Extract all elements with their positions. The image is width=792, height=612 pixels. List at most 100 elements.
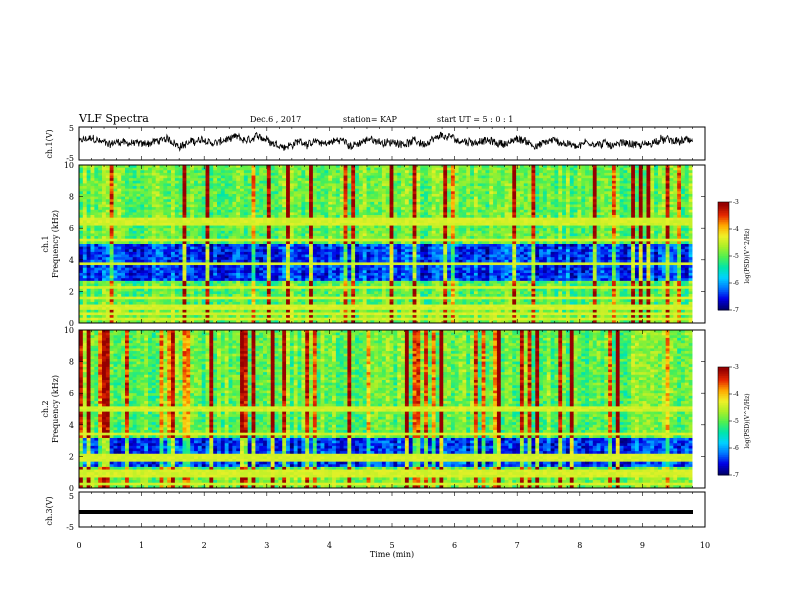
spectrogram-cell: [171, 210, 175, 213]
spectrogram-cell: [543, 170, 547, 173]
spectrogram-cell: [332, 226, 336, 229]
spectrogram-cell: [451, 241, 455, 244]
spectrogram-cell: [202, 183, 206, 186]
spectrogram-cell: [478, 223, 482, 226]
spectrogram-cell: [252, 181, 256, 184]
spectrogram-cell: [156, 205, 160, 208]
spectrogram-cell: [313, 202, 317, 205]
spectrogram-cell: [677, 233, 681, 236]
spectrogram-cell: [673, 178, 677, 181]
spectrogram-cell: [110, 236, 114, 239]
spectrogram-cell: [627, 226, 631, 229]
spectrogram-cell: [401, 223, 405, 226]
spectrogram-cell: [198, 176, 202, 179]
spectrogram-cell: [401, 181, 405, 184]
spectrogram-cell: [175, 181, 179, 184]
spectrogram-cell: [428, 168, 432, 171]
spectrogram-cell: [286, 202, 290, 205]
spectrogram-cell: [240, 233, 244, 236]
spectrogram-cell: [558, 197, 562, 200]
spectrogram-cell: [179, 183, 183, 186]
spectrogram-cell: [635, 194, 639, 197]
spectrogram-cell: [244, 220, 248, 223]
spectrogram-cell: [505, 170, 509, 173]
spectrogram-cell: [447, 215, 451, 218]
spectrogram-cell: [298, 218, 302, 221]
spectrogram-cell: [397, 228, 401, 231]
spectrogram-cell: [359, 218, 363, 221]
spectrogram-cell: [585, 186, 589, 189]
spectrogram-cell: [202, 168, 206, 171]
spectrogram-cell: [167, 189, 171, 192]
spectrogram-cell: [643, 233, 647, 236]
spectrogram-cell: [639, 223, 643, 226]
spectrogram-cell: [240, 241, 244, 244]
spectrogram-cell: [393, 241, 397, 244]
spectrogram-cell: [470, 226, 474, 229]
spectrogram-cell: [129, 194, 133, 197]
spectrogram-cell: [623, 236, 627, 239]
spectrogram-cell: [409, 189, 413, 192]
spectrogram-cell: [324, 197, 328, 200]
spectrogram-cell: [110, 173, 114, 176]
spectrogram-cell: [194, 220, 198, 223]
spectrogram-cell: [531, 189, 535, 192]
spectrogram-cell: [397, 173, 401, 176]
spectrogram-cell: [455, 241, 459, 244]
spectrogram-cell: [144, 236, 148, 239]
spectrogram-cell: [543, 168, 547, 171]
spectrogram-cell: [405, 176, 409, 179]
spectrogram-cell: [554, 168, 558, 171]
spectrogram-cell: [585, 173, 589, 176]
spectrogram-cell: [133, 173, 137, 176]
spectrogram-cell: [482, 202, 486, 205]
spectrogram-cell: [121, 239, 125, 242]
spectrogram-cell: [83, 241, 87, 244]
spectrogram-cell: [577, 199, 581, 202]
spectrogram-cell: [183, 241, 187, 244]
spectrogram-cell: [608, 207, 612, 210]
spectrogram-cell: [206, 218, 210, 221]
spectrogram-cell: [662, 236, 666, 239]
spectrogram-cell: [140, 191, 144, 194]
spectrogram-cell: [631, 212, 635, 215]
spectrogram-cell: [558, 178, 562, 181]
spectrogram-cell: [654, 220, 658, 223]
spectrogram-cell: [263, 244, 267, 247]
spectrogram-cell: [148, 189, 152, 192]
spectrogram-cell: [171, 233, 175, 236]
spectrogram-cell: [447, 228, 451, 231]
spectrogram-cell: [179, 218, 183, 221]
spectrogram-cell: [466, 170, 470, 173]
spectrogram-cell: [194, 189, 198, 192]
spectrogram-cell: [110, 202, 114, 205]
spectrogram-cell: [129, 168, 133, 171]
spectrogram-cell: [374, 202, 378, 205]
spectrogram-cell: [355, 183, 359, 186]
spectrogram-cell: [646, 239, 650, 242]
spectrogram-cell: [451, 183, 455, 186]
spectrogram-cell: [298, 231, 302, 234]
spectrogram-cell: [558, 168, 562, 171]
spectrogram-cell: [367, 236, 371, 239]
spectrogram-cell: [83, 202, 87, 205]
spectrogram-cell: [152, 210, 156, 213]
spectrogram-cell: [669, 241, 673, 244]
spectrogram-cell: [455, 233, 459, 236]
spectrogram-cell: [482, 231, 486, 234]
spectrogram-cell: [589, 233, 593, 236]
spectrogram-cell: [478, 197, 482, 200]
spectrogram-cell: [194, 236, 198, 239]
spectrogram-cell: [566, 178, 570, 181]
spectrogram-cell: [662, 181, 666, 184]
spectrogram-cell: [420, 178, 424, 181]
spectrogram-cell: [275, 173, 279, 176]
spectrogram-cell: [574, 181, 578, 184]
spectrogram-cell: [516, 226, 520, 229]
spectrogram-cell: [589, 181, 593, 184]
spectrogram-cell: [144, 194, 148, 197]
spectrogram-cell: [401, 218, 405, 221]
spectrogram-cell: [677, 207, 681, 210]
spectrogram-cell: [646, 218, 650, 221]
spectrogram-cell: [167, 176, 171, 179]
